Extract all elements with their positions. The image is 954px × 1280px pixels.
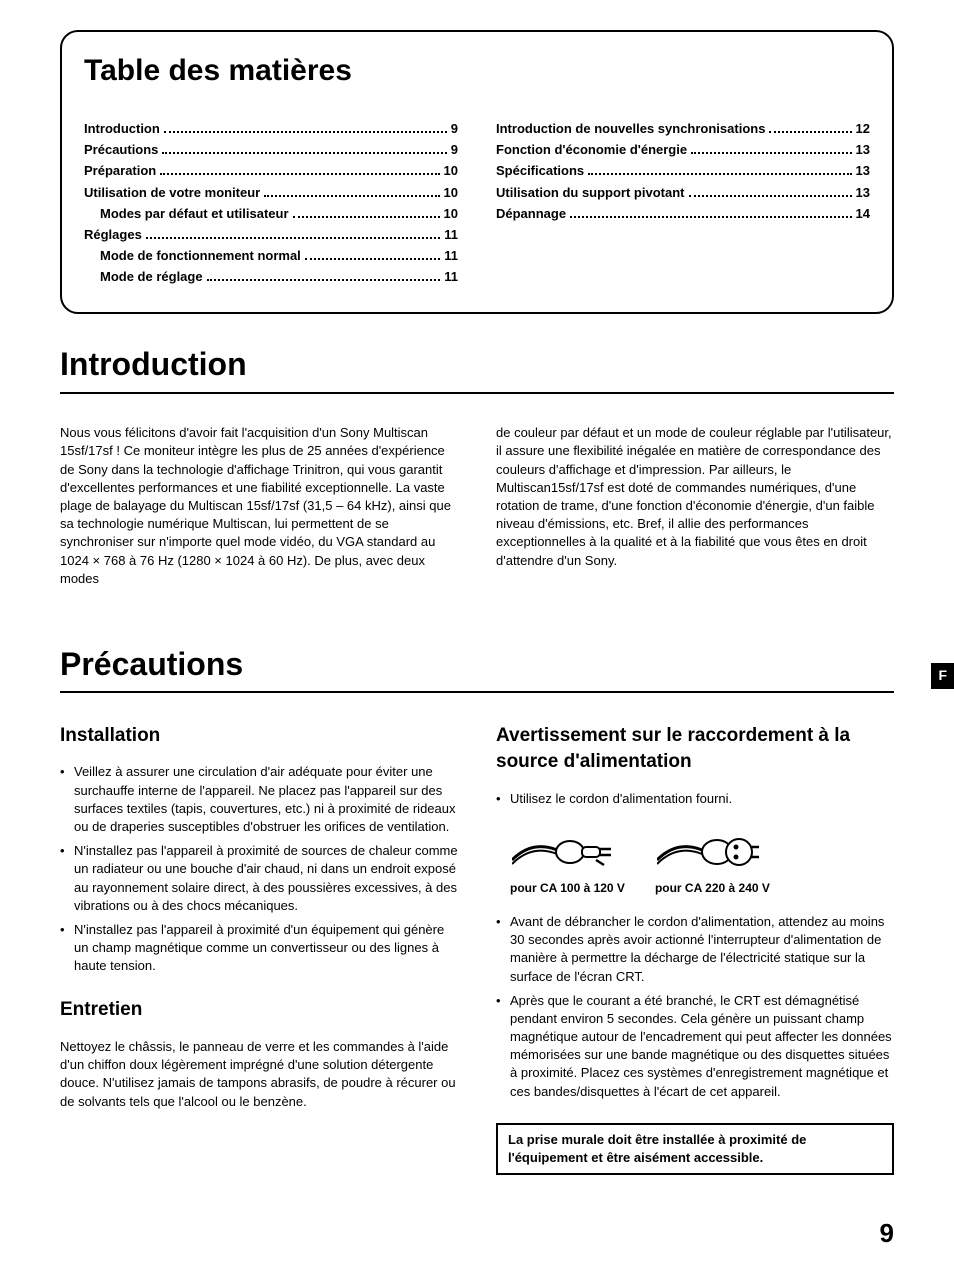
intro-text-left: Nous vous félicitons d'avoir fait l'acqu… — [60, 424, 458, 588]
toc-label: Modes par défaut et utilisateur — [100, 205, 289, 223]
installation-heading: Installation — [60, 723, 458, 750]
toc-dots — [207, 279, 441, 281]
toc-row: Mode de réglage 11 — [84, 268, 458, 286]
introduction-heading: Introduction — [60, 342, 894, 395]
toc-dots — [305, 258, 440, 260]
plug-eu: pour CA 220 à 240 V — [655, 830, 770, 897]
toc-row: Réglages 11 — [84, 226, 458, 244]
toc-columns: Introduction9Précautions9Préparation10Ut… — [84, 120, 870, 290]
toc-dots — [160, 173, 439, 175]
power-item: Utilisez le cordon d'alimentation fourni… — [496, 790, 894, 808]
toc-row: Dépannage 14 — [496, 205, 870, 223]
plug-us-icon — [512, 830, 622, 876]
installation-item: N'installez pas l'appareil à proximité d… — [60, 842, 458, 915]
toc-dots — [691, 152, 851, 154]
toc-row: Spécifications 13 — [496, 162, 870, 180]
toc-box: Table des matières Introduction9Précauti… — [60, 30, 894, 314]
installation-list: Veillez à assurer une circulation d'air … — [60, 763, 458, 975]
toc-page: 13 — [856, 141, 870, 159]
toc-dots — [689, 195, 852, 197]
plug-eu-icon — [657, 830, 767, 876]
plug-us-caption: pour CA 100 à 120 V — [510, 880, 625, 897]
toc-dots — [162, 152, 446, 154]
power-item: Avant de débrancher le cordon d'alimenta… — [496, 913, 894, 986]
toc-label: Fonction d'économie d'énergie — [496, 141, 687, 159]
toc-label: Mode de fonctionnement normal — [100, 247, 301, 265]
toc-page: 9 — [451, 141, 458, 159]
toc-page: 11 — [444, 247, 458, 265]
toc-label: Utilisation du support pivotant — [496, 184, 685, 202]
entretien-heading: Entretien — [60, 997, 458, 1024]
toc-page: 12 — [856, 120, 870, 138]
toc-page: 13 — [856, 184, 870, 202]
toc-page: 11 — [444, 268, 458, 286]
toc-row: Modes par défaut et utilisateur 10 — [84, 205, 458, 223]
language-tab: F — [931, 663, 954, 689]
toc-label: Précautions — [84, 141, 158, 159]
toc-row: Utilisation de votre moniteur 10 — [84, 184, 458, 202]
toc-col-left: Introduction9Précautions9Préparation10Ut… — [84, 120, 458, 290]
intro-text-right: de couleur par défaut et un mode de coul… — [496, 424, 894, 570]
plug-us: pour CA 100 à 120 V — [510, 830, 625, 897]
toc-row: Introduction 9 — [84, 120, 458, 138]
toc-dots — [769, 131, 851, 133]
toc-row: Précautions 9 — [84, 141, 458, 159]
toc-label: Spécifications — [496, 162, 584, 180]
toc-dots — [146, 237, 440, 239]
toc-title: Table des matières — [84, 50, 870, 92]
toc-page: 10 — [444, 162, 458, 180]
toc-label: Introduction — [84, 120, 160, 138]
plug-eu-caption: pour CA 220 à 240 V — [655, 880, 770, 897]
power-item: Après que le courant a été branché, le C… — [496, 992, 894, 1101]
entretien-text: Nettoyez le châssis, le panneau de verre… — [60, 1038, 458, 1111]
toc-page: 13 — [856, 162, 870, 180]
toc-dots — [588, 173, 851, 175]
toc-row: Fonction d'économie d'énergie 13 — [496, 141, 870, 159]
toc-page: 14 — [856, 205, 870, 223]
toc-page: 10 — [444, 184, 458, 202]
plug-illustrations: pour CA 100 à 120 V pour CA 220 à 240 V — [510, 830, 894, 897]
toc-label: Dépannage — [496, 205, 566, 223]
toc-label: Préparation — [84, 162, 156, 180]
toc-label: Réglages — [84, 226, 142, 244]
toc-dots — [570, 216, 851, 218]
toc-dots — [264, 195, 439, 197]
toc-dots — [293, 216, 440, 218]
precautions-header-row: Précautions F — [60, 632, 894, 693]
toc-row: Utilisation du support pivotant 13 — [496, 184, 870, 202]
precautions-body: Installation Veillez à assurer une circu… — [60, 723, 894, 1175]
toc-label: Mode de réglage — [100, 268, 203, 286]
toc-label: Utilisation de votre moniteur — [84, 184, 260, 202]
toc-label: Introduction de nouvelles synchronisatio… — [496, 120, 765, 138]
toc-dots — [164, 131, 447, 133]
toc-page: 10 — [444, 205, 458, 223]
installation-item: N'installez pas l'appareil à proximité d… — [60, 921, 458, 976]
toc-row: Mode de fonctionnement normal 11 — [84, 247, 458, 265]
toc-row: Préparation 10 — [84, 162, 458, 180]
introduction-body: Nous vous félicitons d'avoir fait l'acqu… — [60, 424, 894, 602]
power-heading: Avertissement sur le raccordement à la s… — [496, 723, 894, 776]
page-number: 9 — [60, 1215, 894, 1251]
power-notice: La prise murale doit être installée à pr… — [496, 1123, 894, 1175]
precautions-heading: Précautions — [60, 642, 931, 691]
toc-page: 9 — [451, 120, 458, 138]
installation-item: Veillez à assurer une circulation d'air … — [60, 763, 458, 836]
toc-row: Introduction de nouvelles synchronisatio… — [496, 120, 870, 138]
toc-page: 11 — [444, 226, 458, 244]
toc-col-right: Introduction de nouvelles synchronisatio… — [496, 120, 870, 290]
power-list-2: Avant de débrancher le cordon d'alimenta… — [496, 913, 894, 1101]
power-list: Utilisez le cordon d'alimentation fourni… — [496, 790, 894, 808]
